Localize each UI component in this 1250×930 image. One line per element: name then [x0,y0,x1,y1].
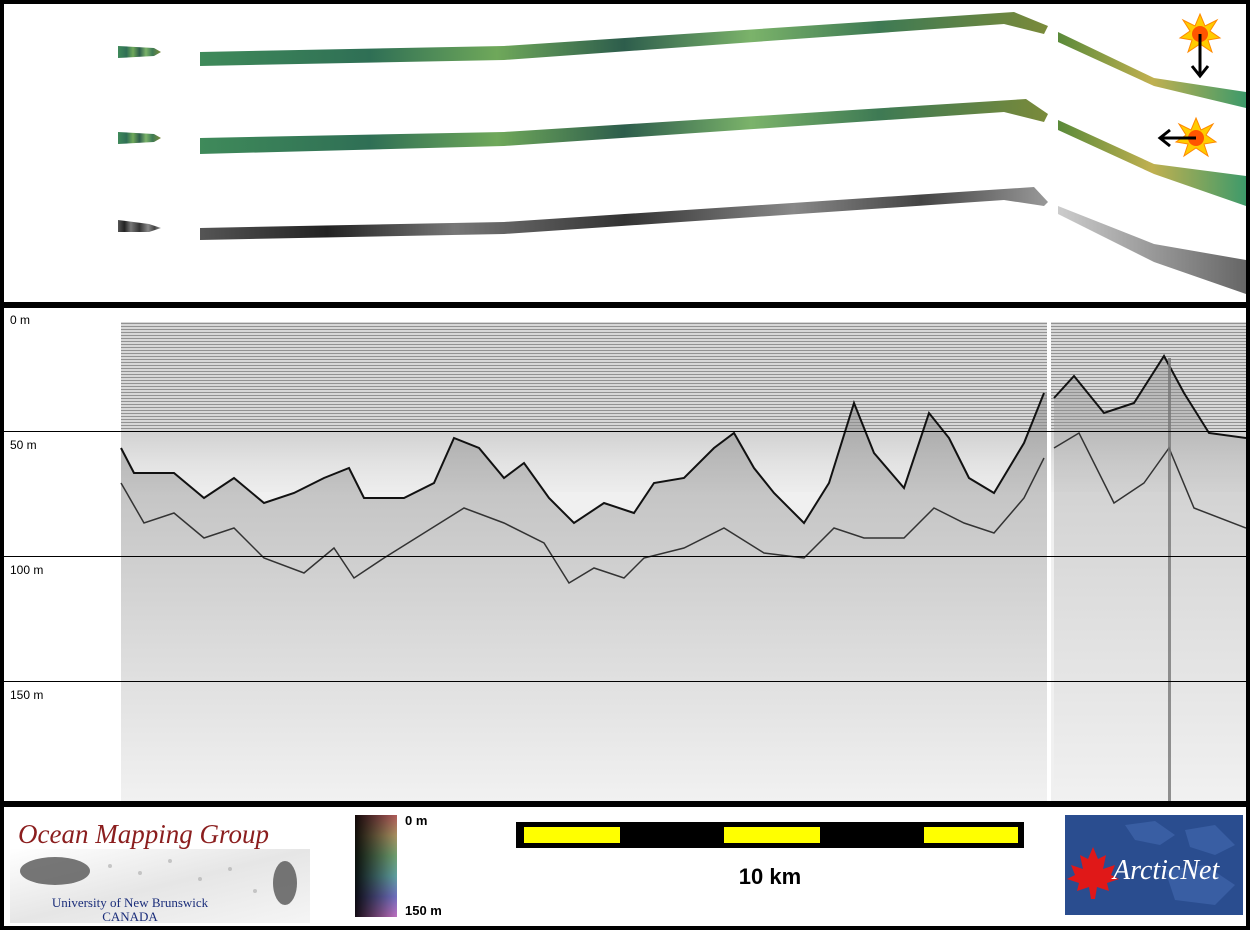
depth-label-150: 150 m [10,688,44,702]
omg-country: CANADA [102,909,158,924]
omg-university: University of New Brunswick [51,895,209,910]
colorbar-bottom-label: 150 m [405,903,442,918]
legend-panel: Ocean Mapping Group University of New Br… [4,807,1246,926]
maple-leaf-icon [1067,847,1119,899]
seismic-profile [120,322,1246,801]
swath-strip-3 [118,187,1246,294]
depth-gridline-50 [4,431,1246,432]
swath-strips [118,12,1246,294]
depth-colorbar: 0 m 150 m [355,813,465,919]
omg-logo: Ocean Mapping Group University of New Br… [10,811,310,924]
arcticnet-logo: ArcticNet [1065,815,1243,915]
scale-bar: 10 km [516,822,1024,902]
swath-strip-2 [118,99,1246,206]
profile-panel: 0 m 50 m 100 m 150 m [4,308,1246,801]
sun-arrow-left-icon [1157,116,1218,158]
depth-gridline-100 [4,556,1246,557]
swath-panel [4,4,1246,302]
omg-title: Ocean Mapping Group [18,819,269,849]
depth-label-0: 0 m [10,313,31,327]
scale-bar-label: 10 km [738,864,802,889]
arcticnet-text: ArcticNet [1113,855,1220,886]
swath-strip-1 [118,12,1246,108]
depth-label-50: 50 m [10,438,37,452]
colorbar-swatch [355,815,397,917]
sun-arrow-down-icon [1178,12,1222,79]
scale-bar-graphic [516,822,1024,848]
depth-gridline-150 [4,681,1246,682]
depth-label-100: 100 m [10,563,44,577]
colorbar-top-label: 0 m [405,813,428,828]
